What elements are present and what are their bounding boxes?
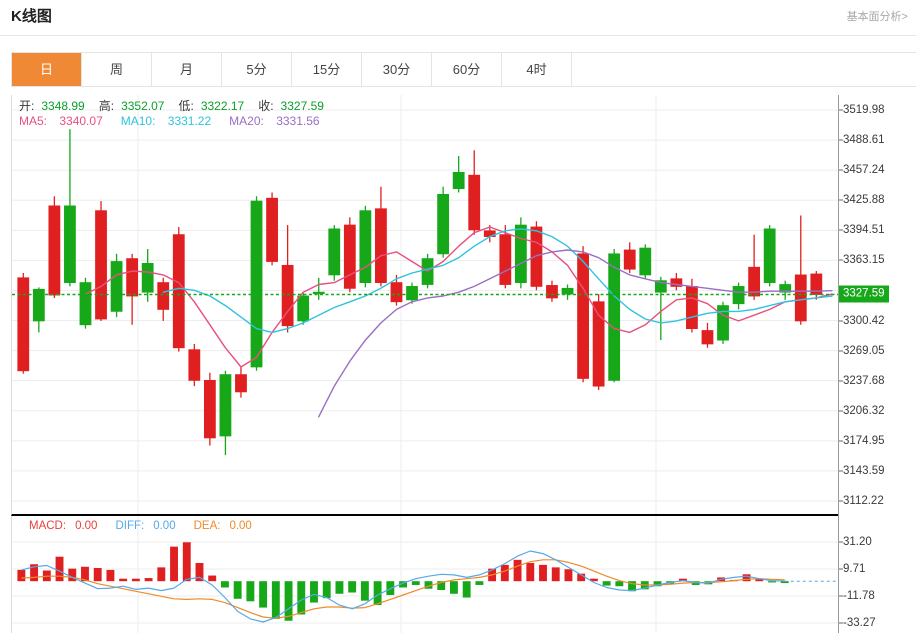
price-axis-label-12: 3143.59 [843,464,885,477]
price-axis-label-5: 3363.15 [843,254,885,267]
page-header: K线图 基本面分析> [0,0,916,36]
tab-bar-filler [572,53,916,86]
price-axis-label-1: 3488.61 [843,134,885,147]
axis-tick-mark [839,380,843,382]
price-axis-label-7: 3300.42 [843,314,885,327]
price-axis-label-0: 3519.98 [843,104,885,117]
price-axis-label-13: 3112.22 [843,494,884,507]
tab-5[interactable]: 30分 [362,53,432,86]
page-title: K线图 [11,8,52,25]
price-axis: 3519.98 3488.61 3457.24 3425.88 3394.51 3363.… [838,95,905,633]
price-axis-label-8: 3269.05 [843,344,885,357]
axis-tick-mark [839,500,843,502]
price-axis-label-9: 3237.68 [843,374,885,387]
tab-1[interactable]: 周 [82,53,152,86]
candlestick-plot [12,95,838,514]
macd-panel[interactable] [11,516,838,633]
axis-tick-mark [839,350,843,352]
current-price-badge: 3327.59 [839,285,889,303]
axis-tick-mark [839,410,843,412]
macd-axis-tick-mark [839,568,843,570]
axis-tick-mark [839,259,843,261]
price-panel[interactable]: 开: 3348.99 高: 3352.07 低: 3322.17 收: 3327.59 MA5… [11,95,838,516]
macd-axis-tick-mark [839,541,843,543]
kline-chart: 开: 3348.99 高: 3352.07 低: 3322.17 收: 3327.59 MA5… [11,95,905,633]
macd-plot [12,516,838,633]
macd-axis-label-0: 31.20 [843,536,872,548]
tab-0[interactable]: 日 [12,53,82,86]
price-axis-label-2: 3457.24 [843,164,885,177]
macd-axis-tick-mark [839,595,843,597]
axis-tick-mark [839,109,843,111]
tab-2[interactable]: 月 [152,53,222,86]
fundamental-analysis-link[interactable]: 基本面分析> [846,11,908,23]
axis-tick-mark [839,169,843,171]
period-tab-bar: 日周月 5分 15分 30分 60分 4时 [11,52,916,87]
tab-3[interactable]: 5分 [222,53,292,86]
price-axis-label-10: 3206.32 [843,404,885,417]
axis-tick-mark [839,199,843,201]
axis-tick-mark [839,440,843,442]
tab-4[interactable]: 15分 [292,53,362,86]
tab-7[interactable]: 4时 [502,53,572,86]
axis-tick-mark [839,139,843,141]
macd-axis-label-1: 9.71 [843,563,866,575]
macd-axis-tick-mark [839,622,843,624]
axis-tick-mark [839,229,843,231]
price-axis-label-11: 3174.95 [843,434,885,447]
macd-axis-label-3: -33.27 [843,617,876,629]
macd-axis-label-2: -11.78 [843,590,875,602]
tab-6[interactable]: 60分 [432,53,502,86]
axis-tick-mark [839,320,843,322]
price-axis-label-3: 3425.88 [843,194,885,207]
axis-tick-mark [839,470,843,472]
price-axis-label-4: 3394.51 [843,224,885,237]
